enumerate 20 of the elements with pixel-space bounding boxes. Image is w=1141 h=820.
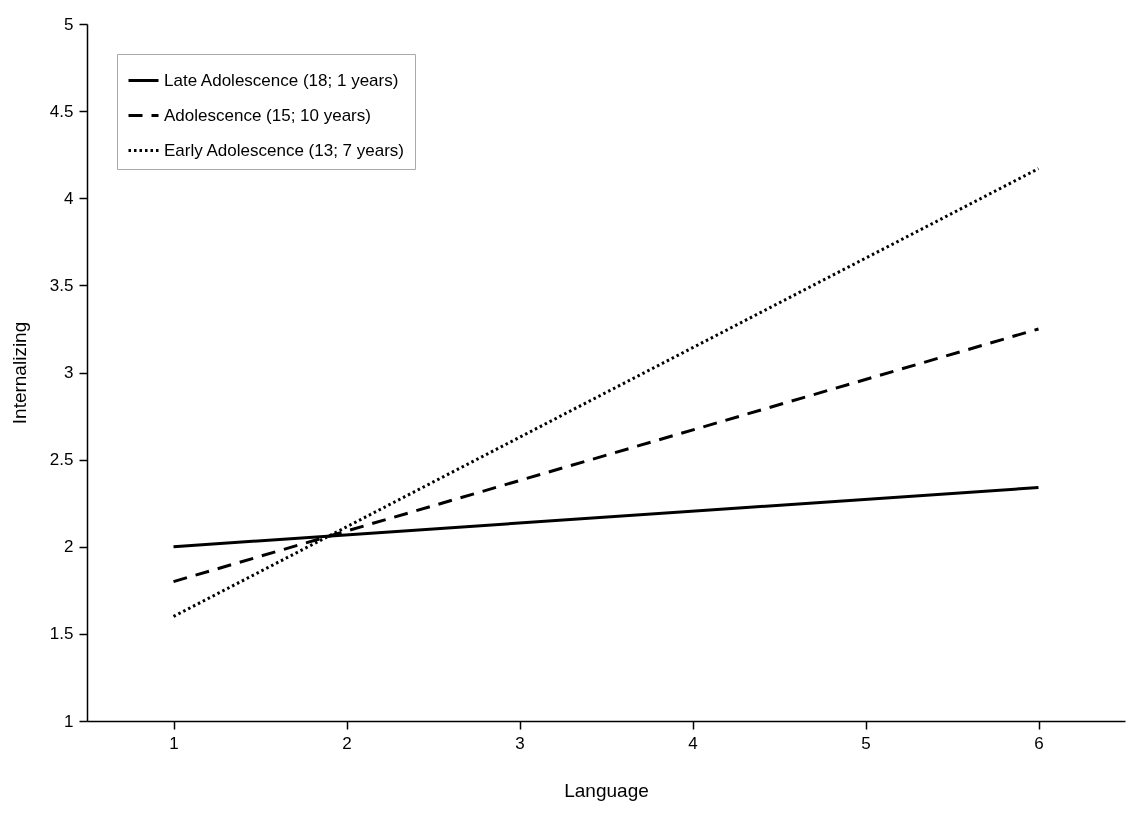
y-axis-title: Internalizing (8, 321, 30, 425)
y-tick-label: 4.5 (49, 101, 74, 121)
x-tick-label: 4 (688, 733, 698, 753)
x-tick-label: 5 (861, 733, 871, 753)
x-axis-title: Language (564, 779, 649, 801)
legend-label: Late Adolescence (18; 1 years) (164, 70, 399, 90)
y-tick-label: 2.5 (49, 450, 74, 470)
x-tick-label: 1 (169, 733, 179, 753)
x-tick-label: 6 (1034, 733, 1044, 753)
x-tick-label: 3 (515, 733, 525, 753)
y-tick-label: 3.5 (49, 275, 74, 295)
y-tick-label: 1 (64, 711, 74, 731)
y-tick-label: 4 (64, 188, 74, 208)
y-tick-label: 3 (64, 363, 74, 382)
legend-label: Early Adolescence (13; 7 years) (164, 140, 405, 160)
y-tick-label: 1.5 (49, 624, 74, 644)
y-tick-label: 2 (64, 537, 74, 557)
legend-label: Adolescence (15; 10 years) (164, 105, 371, 125)
x-tick-label: 2 (342, 733, 352, 753)
y-tick-label: 5 (64, 14, 74, 34)
